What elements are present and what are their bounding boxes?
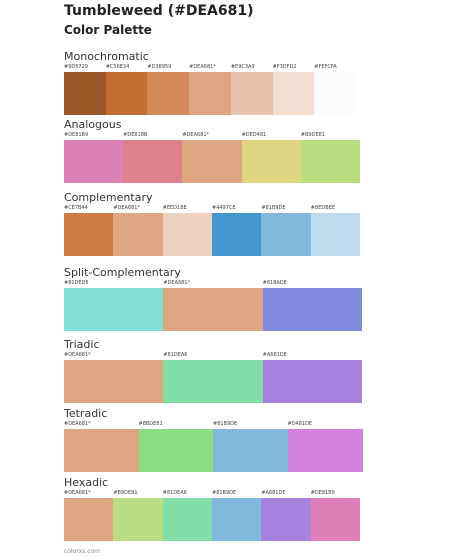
hex-label: #81B9DE — [261, 205, 286, 211]
section-heading: Complementary — [64, 191, 153, 204]
color-swatch — [162, 213, 213, 256]
hex-label: #81DEA6 — [162, 490, 187, 496]
section-heading: Analogous — [64, 118, 122, 131]
color-swatch — [64, 288, 164, 331]
color-swatch — [241, 140, 302, 183]
hex-label: #8BDE81 — [138, 421, 163, 427]
color-swatch — [230, 72, 274, 115]
color-swatch — [182, 140, 243, 183]
hex-label: #A681DE — [261, 490, 286, 496]
color-swatch — [113, 498, 164, 541]
color-swatch — [147, 72, 190, 115]
title: Tumbleweed (#DEA681) — [64, 3, 254, 19]
color-swatch — [213, 429, 288, 472]
hex-label: #CE7B44 — [64, 205, 88, 211]
hex-label: #F3DFD2 — [272, 64, 297, 70]
color-swatch — [113, 213, 164, 256]
hex-label: #9D5729 — [64, 64, 88, 70]
color-swatch — [162, 498, 213, 541]
hex-label: #4497CE — [212, 205, 236, 211]
color-swatch — [212, 213, 262, 256]
hex-label: #81DEA6 — [163, 352, 188, 358]
hex-label: #DE818B — [123, 132, 148, 138]
section-heading: Split-Complementary — [64, 266, 181, 279]
hex-label: #DEA681* — [163, 280, 190, 286]
hex-label: #DEA681* — [113, 205, 140, 211]
hex-label: #E9C3A9 — [230, 64, 255, 70]
hex-label: #A681DE — [262, 352, 287, 358]
color-swatch — [262, 288, 363, 331]
color-swatch — [300, 140, 361, 183]
hex-label: #DEA681* — [64, 490, 91, 496]
color-swatch — [138, 429, 214, 472]
color-swatch — [64, 498, 114, 541]
hex-label: #DEA681* — [64, 352, 91, 358]
color-swatch — [262, 360, 363, 403]
color-swatch — [261, 498, 312, 541]
color-swatch — [64, 429, 139, 472]
hex-label: #BEDBEE — [310, 205, 336, 211]
hex-label: #B9DE81 — [300, 132, 325, 138]
section-heading: Monochromatic — [64, 50, 149, 63]
hex-label: #B9DE81 — [113, 490, 138, 496]
hex-label: #81DED5 — [64, 280, 89, 286]
color-swatch — [64, 213, 114, 256]
color-swatch — [287, 429, 363, 472]
hex-label: #DE81B9 — [64, 132, 89, 138]
hex-label: #818ADE — [262, 280, 287, 286]
hex-label: #DEA681* — [182, 132, 210, 138]
hex-label: #81B9DE — [213, 421, 238, 427]
hex-label: #DEA681* — [189, 64, 216, 70]
color-swatch — [310, 498, 361, 541]
section-heading: Hexadic — [64, 476, 109, 489]
hex-label: #FEFCFA — [314, 64, 337, 70]
color-swatch — [163, 288, 264, 331]
hex-label: #81B9DE — [212, 490, 237, 496]
hex-label: #EED1BE — [162, 205, 187, 211]
subtitle: Color Palette — [64, 23, 152, 37]
hex-label: #DEA681* — [64, 421, 91, 427]
color-swatch — [212, 498, 262, 541]
color-swatch — [272, 72, 315, 115]
section-heading: Triadic — [64, 338, 100, 351]
section-heading: Tetradic — [64, 407, 108, 420]
hex-label: #DE81B9 — [310, 490, 335, 496]
color-swatch — [261, 213, 312, 256]
color-swatch — [163, 360, 264, 403]
color-swatch — [64, 72, 107, 115]
hex-label: #D38959 — [147, 64, 172, 70]
hex-label: #C56E34 — [105, 64, 130, 70]
footer: colorxs.com — [64, 548, 101, 555]
hex-label: #D481DE — [287, 421, 313, 427]
color-swatch — [123, 140, 183, 183]
color-swatch — [64, 140, 124, 183]
color-swatch — [310, 213, 361, 256]
hex-label: #DED481 — [241, 132, 267, 138]
color-swatch — [64, 360, 164, 403]
color-swatch — [314, 72, 357, 115]
color-swatch — [189, 72, 232, 115]
color-swatch — [105, 72, 148, 115]
